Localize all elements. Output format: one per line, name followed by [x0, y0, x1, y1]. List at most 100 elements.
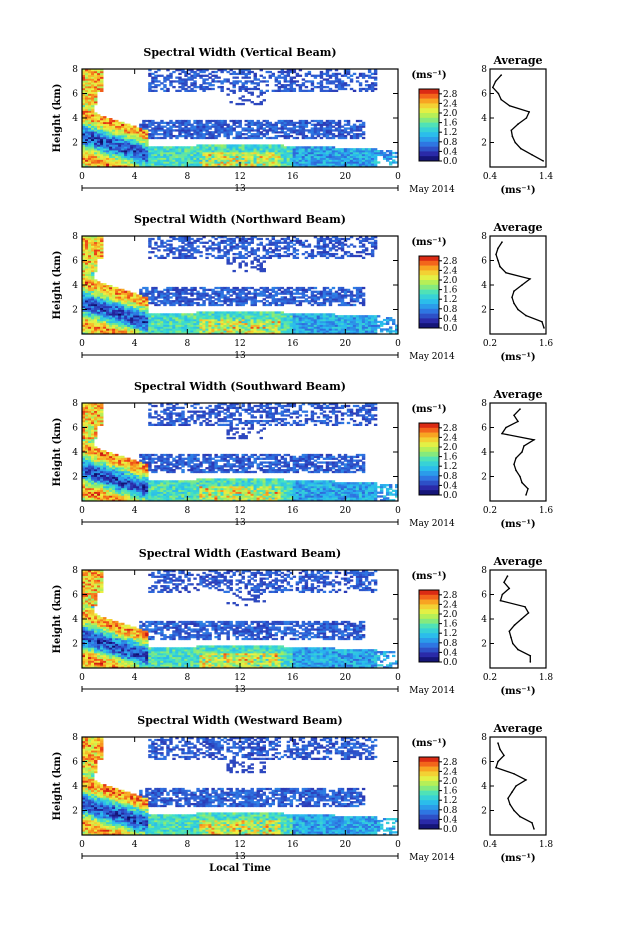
colorbar-tick-label: 0.0	[443, 157, 458, 167]
heatmap-cell	[245, 99, 248, 101]
heatmap-cell	[142, 293, 145, 295]
heatmap-cell	[202, 311, 205, 313]
heatmap-cell	[299, 296, 302, 298]
heatmap-cell	[302, 313, 305, 315]
heatmap-cell	[302, 287, 305, 289]
heatmap-cell	[248, 238, 251, 240]
heatmap-cell	[193, 137, 196, 139]
heatmap-cell	[157, 249, 160, 251]
heatmap-cell	[103, 283, 106, 285]
heatmap-cell	[235, 80, 238, 82]
heatmap-cell	[332, 120, 335, 122]
heatmap-cell	[308, 71, 311, 73]
heatmap-cell	[193, 287, 196, 289]
heatmap-cell	[232, 144, 235, 146]
heatmap-cell	[211, 71, 214, 73]
heatmap-cell	[229, 101, 232, 103]
heatmap-cell	[371, 77, 374, 79]
heatmap-cell	[175, 120, 178, 122]
heatmap-cell	[281, 238, 284, 240]
heatmap-cell	[127, 291, 130, 293]
heatmap-cell	[287, 242, 290, 244]
heatmap-cell	[299, 293, 302, 295]
colorbar-tick-label: 2.4	[443, 99, 458, 109]
heatmap-cell	[214, 75, 217, 77]
heatmap-cell	[187, 313, 190, 315]
heatmap-cell	[226, 238, 229, 240]
heatmap-cell	[245, 287, 248, 289]
heatmap-cell	[323, 146, 326, 148]
heatmap-cell	[190, 133, 193, 135]
heatmap-cell	[335, 253, 338, 255]
heatmap-cell	[145, 120, 148, 122]
heatmap-cell	[368, 84, 371, 86]
heatmap-cell	[251, 144, 254, 146]
heatmap-cell	[235, 253, 238, 255]
heatmap-cell	[254, 129, 257, 131]
heatmap-cell	[272, 242, 275, 244]
heatmap-cell	[133, 126, 136, 128]
heatmap-cell	[278, 86, 281, 88]
profile-point	[500, 74, 502, 76]
heatmap-cell	[154, 296, 157, 298]
heatmap-cell	[160, 75, 163, 77]
heatmap-cell	[226, 296, 229, 298]
heatmap-cell	[311, 146, 314, 148]
heatmap-cell	[332, 126, 335, 128]
heatmap-cell	[317, 296, 320, 298]
heatmap-cell	[254, 289, 257, 291]
heatmap-cell	[235, 131, 238, 133]
heatmap-cell	[329, 120, 332, 122]
heatmap-cell	[254, 73, 257, 75]
heatmap-cell	[392, 159, 395, 161]
heatmap-cell	[317, 86, 320, 88]
heatmap-cell	[338, 315, 341, 317]
heatmap-cell	[175, 90, 178, 92]
heatmap-cell	[311, 124, 314, 126]
heatmap-cell	[272, 137, 275, 139]
heatmap-cell	[205, 242, 208, 244]
heatmap-cell	[190, 287, 193, 289]
heatmap-cells	[82, 69, 398, 167]
heatmap-cell	[139, 289, 142, 291]
heatmap-cell	[287, 88, 290, 90]
heatmap-cell	[148, 133, 151, 135]
heatmap-cell	[260, 257, 263, 259]
heatmap-cell	[311, 75, 314, 77]
heatmap-cell	[181, 135, 184, 137]
heatmap-cell	[353, 90, 356, 92]
heatmap-cell	[356, 80, 359, 82]
heatmap-cell	[154, 122, 157, 124]
heatmap-cell	[338, 287, 341, 289]
heatmap-cell	[308, 244, 311, 246]
heatmap-cell	[299, 84, 302, 86]
heatmap-cell	[239, 144, 242, 146]
heatmap-cell	[163, 126, 166, 128]
heatmap-cell	[229, 311, 232, 313]
heatmap-cell	[281, 247, 284, 249]
heatmap-cell	[278, 144, 281, 146]
profile-point	[517, 123, 519, 125]
heatmap-cell	[172, 293, 175, 295]
heatmap-cell	[175, 146, 178, 148]
heatmap-cell	[184, 253, 187, 255]
heatmap-cell	[220, 311, 223, 313]
heatmap-cell	[208, 120, 211, 122]
heatmap-cell	[172, 300, 175, 302]
heatmap-cell	[266, 238, 269, 240]
heatmap-cell	[320, 291, 323, 293]
heatmap-cell	[211, 124, 214, 126]
profile-title: Average	[492, 54, 542, 67]
heatmap-cell	[278, 135, 281, 137]
heatmap-cell	[350, 75, 353, 77]
heatmap-cell	[235, 293, 238, 295]
heatmap-cell	[235, 103, 238, 105]
heatmap-cell	[275, 84, 278, 86]
heatmap-cell	[160, 126, 163, 128]
heatmap-cell	[157, 137, 160, 139]
heatmap-cell	[172, 251, 175, 253]
heatmap-cell	[269, 247, 272, 249]
panel-title: Spectral Width (Vertical Beam)	[143, 46, 336, 59]
heatmap-cell	[220, 144, 223, 146]
heatmap-cell	[308, 313, 311, 315]
